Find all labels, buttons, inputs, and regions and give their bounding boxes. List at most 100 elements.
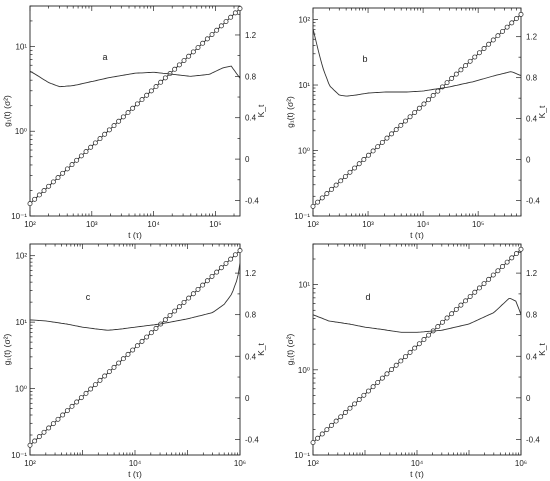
g1-data-point (439, 319, 445, 325)
y-right-axis-label: K_t (537, 342, 547, 355)
g1-data-point (181, 58, 187, 64)
plot-frame (312, 243, 522, 456)
g1-data-point (453, 71, 459, 77)
g1-data-point (467, 58, 473, 64)
g1-data-point (518, 11, 524, 17)
g1-data-point (407, 349, 413, 355)
g1-data-point (69, 403, 75, 409)
g1-data-point (200, 40, 206, 46)
g1-data-point (486, 41, 492, 47)
g1-series-line (29, 8, 241, 204)
g1-data-point (218, 23, 224, 29)
g1-data-point (495, 33, 501, 39)
g1-data-point (92, 382, 98, 388)
y-left-tick-label: 10⁰ (15, 127, 27, 136)
g1-data-point (55, 416, 61, 422)
x-tick-label: 10⁴ (411, 459, 424, 468)
x-tick-label: 10⁶ (515, 459, 527, 468)
x-tick-label: 10⁴ (147, 220, 160, 229)
g1-data-point (120, 114, 126, 120)
g1-data-point (111, 123, 117, 129)
g1-data-point (50, 179, 56, 185)
panel-d: 10² 10⁴ 10⁶ 10⁻¹ 10⁰ 10¹ -0.4 0 0.4 0.8 1.2 t (τ) g₁… (285, 243, 547, 479)
g1-data-point (46, 425, 52, 431)
y-right-tick-label: 0.4 (526, 115, 538, 124)
g1-data-point (338, 414, 344, 420)
g1-data-point (370, 148, 376, 154)
g1-data-point (181, 299, 187, 305)
x-tick-label: 10³ (86, 220, 98, 229)
g1-data-point (116, 360, 122, 366)
panel-letter: c (86, 292, 91, 302)
g1-data-point (319, 431, 325, 437)
g1-data-point (356, 397, 362, 403)
g1-data-point (97, 136, 103, 142)
g1-series-line (29, 250, 241, 446)
y-left-axis-label: g₁(t) (σ²) (285, 333, 295, 365)
g1-data-point (389, 367, 395, 372)
y-right-tick-label: 0.4 (526, 352, 538, 361)
y-right-tick-label: 0.4 (245, 352, 257, 361)
g1-data-point (435, 324, 441, 330)
g1-data-point (27, 442, 33, 448)
g1-data-point (41, 188, 47, 194)
y-left-tick-label: 10¹ (15, 42, 27, 51)
g1-data-point (134, 101, 140, 107)
g1-data-point (36, 192, 42, 198)
g1-data-point (83, 390, 89, 396)
kt-series-line (29, 262, 241, 331)
y-right-tick-label: -0.4 (245, 435, 259, 444)
g1-data-point (172, 66, 178, 72)
g1-data-point (102, 373, 108, 379)
x-tick-label: 10² (307, 459, 319, 468)
y-left-tick-label: 10⁻¹ (294, 451, 310, 460)
g1-data-point (190, 291, 196, 297)
g1-data-point (375, 379, 381, 385)
g1-data-point (228, 14, 234, 20)
g1-data-point (361, 157, 367, 162)
g1-data-point (32, 438, 38, 444)
g1-data-point (195, 286, 201, 292)
g1-data-point (416, 105, 422, 111)
y-left-tick-label: 10⁰ (298, 147, 310, 156)
g1-data-point (518, 246, 524, 252)
y-right-tick-label: 0 (245, 155, 250, 164)
g1-data-point (144, 334, 150, 340)
g1-data-point (426, 97, 432, 103)
x-axis-label: t (τ) (128, 469, 142, 479)
y-right-tick-label: -0.4 (526, 435, 540, 444)
g1-data-point (389, 131, 395, 137)
g1-data-point (384, 371, 390, 377)
kt-series-line (312, 298, 522, 333)
g1-data-point (453, 306, 459, 312)
g1-data-point (481, 46, 487, 51)
g1-data-point (504, 24, 510, 30)
g1-data-point (237, 247, 243, 253)
panel-b: 10² 10³ 10⁴ 10⁵ 10⁻¹ 10⁰ 10¹ 10² -0.4 0 0.4 0.8 1.2 t… (285, 7, 547, 240)
g1-data-point (102, 131, 108, 137)
g1-series-line (312, 14, 522, 207)
y-right-axis-label: K_t (537, 105, 547, 118)
g1-data-point (449, 311, 455, 317)
y-left-tick-label: 10² (15, 252, 27, 261)
y-right-tick-label: 0 (245, 394, 250, 403)
g1-data-point (116, 118, 122, 124)
g1-data-point (463, 63, 468, 69)
y-left-axis-label: g₁(t) (σ²) (2, 333, 12, 365)
g1-data-point (134, 343, 140, 349)
g1-series-line (312, 248, 522, 443)
g1-data-point (214, 27, 220, 33)
g1-data-point (347, 169, 353, 175)
panel-letter: d (365, 292, 370, 302)
y-right-tick-label: 1.2 (526, 269, 538, 278)
g1-data-point (310, 203, 316, 209)
g1-data-point (342, 410, 348, 415)
g1-data-point (162, 317, 168, 323)
g1-data-point (366, 152, 371, 158)
x-tick-label: 10⁶ (234, 459, 246, 468)
y-left-tick-label: 10² (298, 16, 310, 25)
panel-letter: b (362, 54, 367, 64)
g1-data-point (472, 54, 478, 60)
g1-data-point (444, 80, 450, 86)
